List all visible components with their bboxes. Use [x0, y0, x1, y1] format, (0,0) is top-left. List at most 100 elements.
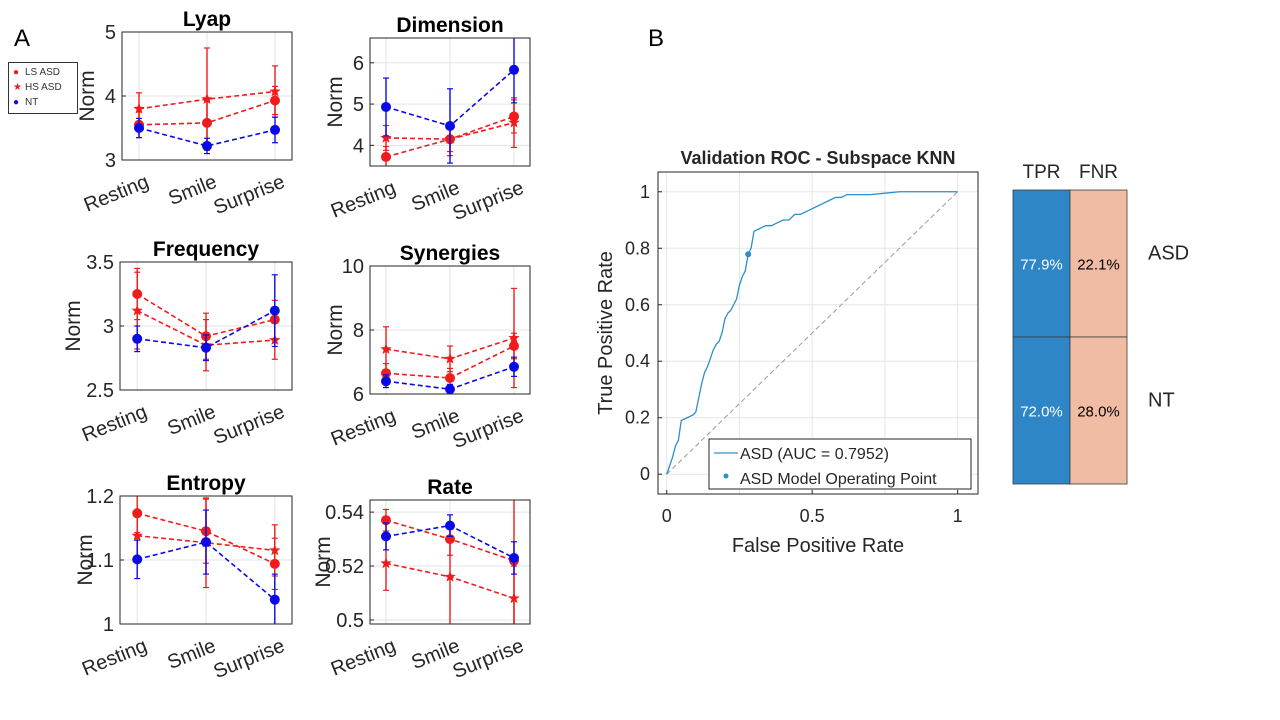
x-tick-label: 0.5: [800, 506, 825, 526]
y-tick-label: 3.5: [86, 252, 114, 274]
legend-label: ASD (AUC = 0.7952): [740, 446, 889, 463]
series-group: [133, 47, 281, 155]
data-point-hs-asd: [380, 557, 392, 569]
data-point-nt: [132, 333, 143, 344]
table-cell: [1069, 189, 1128, 338]
data-point-hs-asd: [131, 529, 143, 541]
data-point-nt: [445, 384, 455, 394]
legend-dot-icon: [723, 473, 729, 479]
data-point-nt: [134, 123, 144, 133]
panel-label-a: A: [14, 25, 30, 52]
data-point-hs-asd: [131, 304, 143, 316]
series-group: [131, 496, 281, 624]
y-tick-label: 1: [103, 614, 114, 636]
x-tick-label: 1: [953, 506, 963, 526]
series-group: [131, 267, 281, 372]
y-axis-label: Norm: [74, 534, 97, 585]
series-group: [380, 38, 520, 166]
series-group: [380, 500, 520, 624]
x-tick-label: Resting: [328, 177, 399, 223]
y-axis-label: Norm: [324, 304, 347, 355]
x-tick-label: Resting: [79, 401, 150, 447]
legend-item-ls-asd: ● LS ASD: [13, 67, 60, 78]
data-point-nt: [381, 101, 391, 112]
data-point-nt: [381, 376, 391, 387]
legend: ● LS ASD ★ HS ASD ● NT: [8, 62, 78, 114]
column-header: FNR: [1079, 162, 1118, 183]
data-point-hs-asd: [508, 116, 520, 128]
legend-item-nt: ● NT: [13, 97, 38, 108]
legend-box: [708, 438, 972, 490]
data-point-nt: [269, 594, 280, 605]
cell-value: 77.9%: [1020, 257, 1063, 274]
tpr-fnr-table: TPR FNR 77.9% 22.1% ASD 72.0% 28.0% NT: [1012, 162, 1189, 485]
y-axis-label: Norm: [62, 300, 85, 351]
data-point-hs-asd: [133, 102, 145, 114]
data-point-hs-asd: [269, 85, 281, 97]
data-point-nt: [269, 305, 280, 316]
legend-circle-icon: ●: [13, 97, 20, 108]
data-point-nt: [445, 120, 455, 131]
subplot-title: Entropy: [166, 472, 246, 495]
cell-value: 72.0%: [1020, 404, 1063, 421]
subplot-title: Synergies: [400, 242, 500, 265]
data-point-nt: [509, 361, 519, 372]
series-line-ls-asd: [136, 512, 276, 565]
x-tick-label: Surprise: [450, 177, 527, 225]
y-tick-label: 10: [342, 256, 364, 278]
y-tick-label: 5: [353, 94, 364, 116]
x-tick-label: Smile: [164, 635, 219, 674]
x-tick-label: Resting: [81, 171, 152, 217]
y-tick-label: 1.1: [86, 550, 114, 572]
y-axis-label: Norm: [76, 70, 99, 121]
legend-star-icon: ★: [13, 82, 22, 93]
y-tick-label: 0.6: [625, 295, 650, 315]
y-axis-label: Norm: [324, 76, 347, 127]
series-line-nt: [138, 127, 276, 147]
data-point-hs-asd: [380, 343, 392, 355]
data-point-ls-asd: [381, 368, 391, 379]
cell-value: 22.1%: [1077, 257, 1120, 274]
y-tick-label: 3: [103, 316, 114, 338]
y-tick-label: 4: [105, 86, 116, 108]
legend-label: NT: [25, 97, 39, 108]
x-tick-label: Surprise: [450, 405, 527, 453]
roc-curve: [666, 191, 958, 475]
data-point-nt: [509, 552, 519, 563]
data-point-ls-asd: [445, 373, 455, 383]
data-point-hs-asd: [201, 93, 213, 105]
x-tick-label: Surprise: [210, 401, 287, 449]
row-label: ASD: [1148, 243, 1189, 265]
y-tick-label: 3: [105, 150, 116, 172]
data-point-nt: [202, 140, 212, 151]
y-axis-label: Norm: [312, 536, 335, 587]
data-point-hs-asd: [380, 131, 392, 143]
y-tick-label: 6: [353, 384, 364, 406]
x-tick-label: Resting: [328, 405, 399, 451]
x-tick-label: 0: [662, 506, 672, 526]
y-tick-label: 4: [353, 135, 364, 157]
data-point-nt: [445, 520, 455, 531]
roc-title: Validation ROC - Subspace KNN: [680, 148, 955, 168]
y-tick-label: 0.54: [325, 502, 364, 524]
panel-label-b: B: [648, 25, 664, 52]
data-point-hs-asd: [444, 570, 456, 582]
data-point-nt: [381, 531, 391, 542]
x-tick-label: Resting: [79, 635, 150, 681]
x-tick-label: Surprise: [450, 635, 527, 683]
series-group: [380, 287, 520, 394]
series-line-nt: [137, 541, 276, 601]
x-axis-label: False Positive Rate: [732, 535, 904, 557]
table-cell: [1012, 189, 1071, 338]
y-tick-label: 0.4: [625, 351, 650, 371]
y-tick-label: 0.5: [336, 610, 364, 632]
diagonal-line: [666, 191, 958, 475]
roc-plot: 0 0.5 1 0 0.2 0.4 0.6 0.8 1 Validation ROC - Subs…: [595, 148, 979, 557]
legend-label: HS ASD: [25, 82, 62, 93]
operating-point: [745, 251, 752, 258]
data-point-hs-asd: [508, 332, 520, 343]
subplot-title: Frequency: [153, 238, 260, 261]
